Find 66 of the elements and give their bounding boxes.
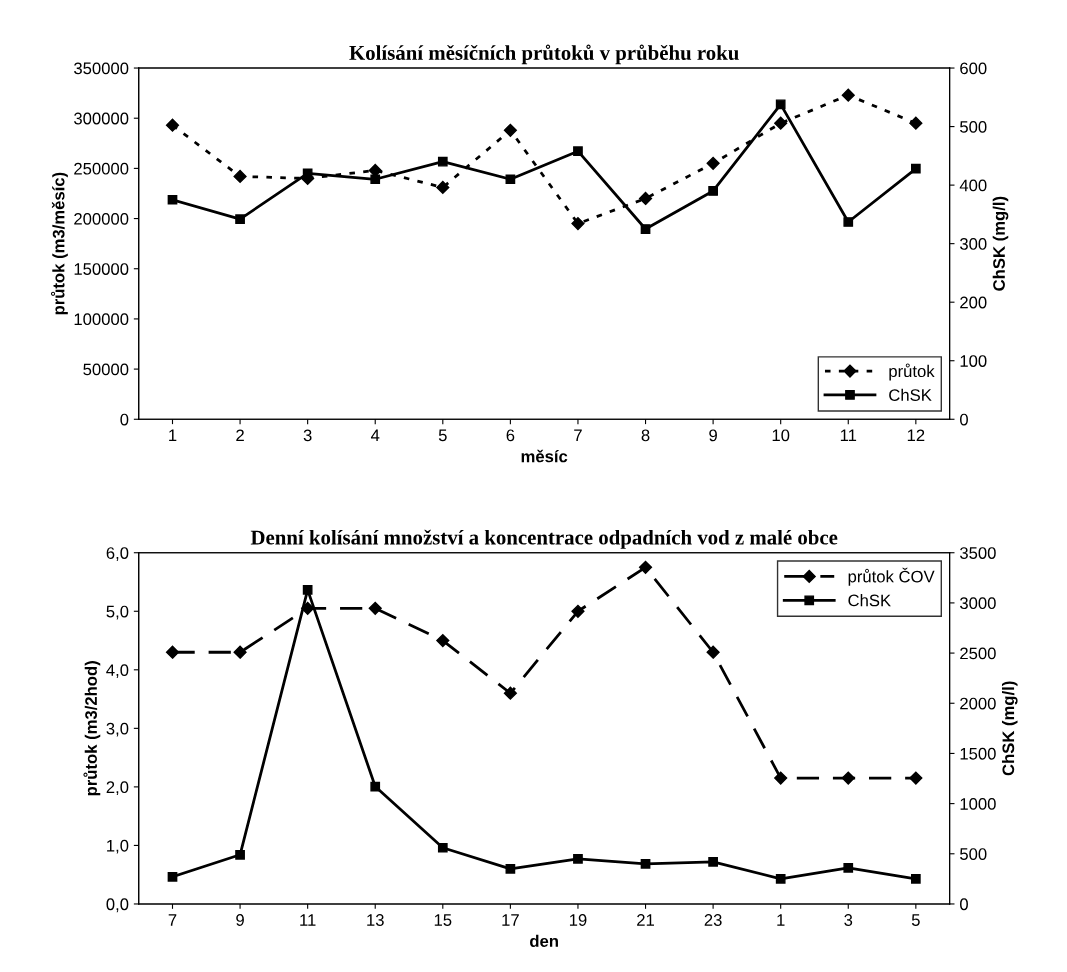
y2-tick-label: 0	[960, 413, 968, 426]
y-tick-label: 50000	[83, 363, 129, 376]
y2-tick-label: 1000	[960, 798, 996, 810]
y-tick-label: 100000	[74, 313, 129, 326]
y-tick-label: 350000	[74, 62, 129, 75]
x-tick-label: 1	[777, 914, 785, 926]
x-tick-label: 8	[641, 429, 650, 442]
y2-tick-label: 500	[960, 848, 987, 860]
x-tick-label: 3	[303, 429, 312, 442]
y-axis-title: průtok (m3/2hod)	[83, 661, 101, 796]
y-tick-label: 4,0	[106, 664, 129, 678]
x-tick-label: 23	[704, 914, 722, 926]
legend-label: průtok ČOV	[848, 567, 935, 586]
x-tick-label: 1	[169, 429, 177, 442]
x-tick-label: 15	[434, 914, 452, 926]
y2-tick-label: 0	[960, 898, 968, 911]
y-tick-label: 0	[120, 413, 129, 426]
y2-tick-label: 200	[960, 296, 987, 309]
y2-tick-label: 400	[959, 179, 987, 192]
y-tick-label: 1,0	[107, 839, 129, 854]
legend-label: průtok	[889, 363, 935, 381]
x-tick-label: 5	[438, 429, 447, 442]
y-tick-label: 3,0	[106, 722, 129, 737]
x-tick-label: 9	[709, 429, 717, 442]
y-axis-title: průtok (m3/měsíc)	[50, 172, 68, 315]
chart-title: Kolísání měsíčních průtoků v průběhu roku	[349, 44, 739, 65]
y-tick-label: 250000	[74, 162, 129, 175]
y2-tick-label: 300	[959, 238, 987, 250]
y-tick-label: 6,0	[106, 547, 129, 561]
x-tick-label: 19	[569, 914, 587, 926]
x-axis-title: měsíc	[521, 449, 568, 463]
y-tick-label: 5,0	[106, 605, 129, 620]
x-tick-label: 9	[236, 914, 244, 926]
legend-label: ChSK	[889, 388, 932, 401]
y2-tick-label: 3000	[959, 597, 996, 610]
x-tick-label: 5	[911, 914, 920, 926]
y-tick-label: 300000	[74, 112, 129, 125]
y-tick-label: 0,0	[106, 898, 129, 913]
x-tick-label: 11	[300, 914, 316, 926]
y2-axis-title: ChSK (mg/l)	[1001, 681, 1018, 776]
x-tick-label: 12	[907, 429, 925, 442]
x-tick-label: 21	[637, 914, 654, 926]
y2-tick-label: 1500	[960, 747, 996, 760]
x-tick-label: 7	[168, 914, 177, 926]
y-tick-label: 150000	[74, 263, 129, 275]
x-tick-label: 10	[772, 429, 790, 442]
x-tick-label: 7	[574, 429, 582, 442]
x-tick-label: 11	[840, 429, 857, 442]
y-tick-label: 200000	[74, 212, 129, 225]
y2-tick-label: 2000	[960, 697, 996, 710]
y2-axis-title: ChSK (mg/l)	[992, 196, 1009, 291]
x-tick-label: 3	[844, 914, 853, 926]
x-tick-label: 4	[370, 429, 380, 442]
y2-tick-label: 3500	[959, 547, 996, 559]
legend-label: ChSK	[848, 594, 891, 607]
chart-title: Denní kolísání množství a koncentrace odpadních vod z malé obce	[250, 529, 838, 549]
x-axis-title: den	[530, 934, 558, 948]
y2-tick-label: 500	[960, 120, 987, 133]
x-tick-label: 13	[367, 914, 384, 926]
y-tick-label: 2,0	[106, 781, 129, 796]
x-tick-label: 2	[236, 429, 244, 442]
x-tick-label: 17	[502, 914, 519, 926]
x-tick-label: 6	[506, 429, 515, 442]
y2-tick-label: 100	[960, 355, 987, 367]
y2-tick-label: 600	[960, 62, 987, 75]
y2-tick-label: 2500	[960, 647, 996, 660]
